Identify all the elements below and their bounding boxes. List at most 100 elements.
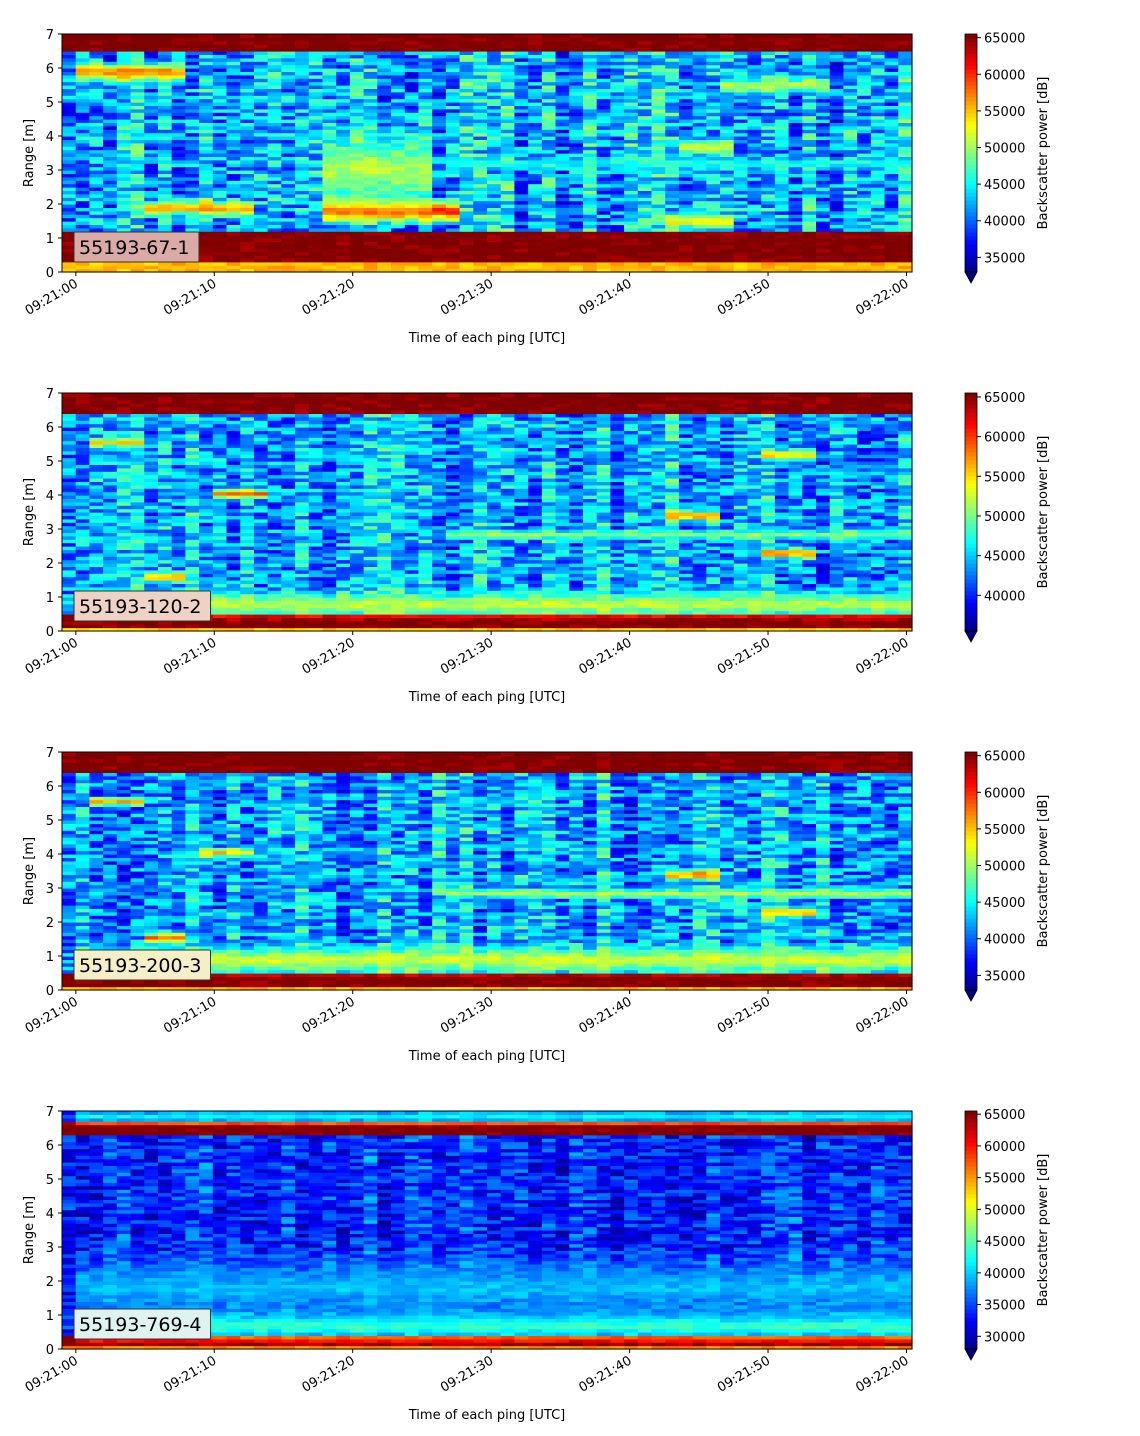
heatmap-cell: [199, 160, 213, 164]
heatmap-cell: [62, 420, 76, 424]
heatmap-cell: [473, 245, 487, 249]
heatmap-cell: [391, 211, 405, 215]
heatmap-cell: [432, 34, 446, 38]
colorbar-segment: [965, 82, 977, 87]
heatmap-cell: [734, 194, 748, 198]
heatmap-cell: [583, 245, 597, 249]
heatmap-cell: [843, 133, 857, 137]
heatmap-cell: [158, 201, 172, 205]
heatmap-cell: [405, 211, 419, 215]
heatmap-cell: [871, 184, 885, 188]
heatmap-cell: [350, 167, 364, 171]
heatmap-cell: [131, 201, 145, 205]
heatmap-cell: [816, 218, 830, 222]
heatmap-cell: [830, 150, 844, 154]
heatmap-cell: [185, 201, 199, 205]
heatmap-cell: [391, 133, 405, 137]
heatmap-cell: [528, 228, 542, 232]
heatmap-cell: [89, 133, 103, 137]
heatmap-cell: [158, 488, 172, 492]
station-label-box: 55193-67-1: [74, 232, 199, 262]
heatmap-cell: [144, 150, 158, 154]
heatmap-cell: [460, 167, 474, 171]
heatmap-cell: [720, 265, 734, 269]
heatmap-cell: [460, 252, 474, 256]
heatmap-cell: [62, 201, 76, 205]
heatmap-cell: [556, 245, 570, 249]
colorbar: 35000400004500050000550006000065000Backs…: [965, 32, 1051, 283]
heatmap-cell: [789, 194, 803, 198]
heatmap-cell: [761, 201, 775, 205]
colorbar-segment: [965, 66, 977, 71]
heatmap-cell: [62, 505, 76, 509]
heatmap-cell: [843, 177, 857, 181]
heatmap-cell: [336, 211, 350, 215]
heatmap-cell: [281, 167, 295, 171]
heatmap-cell: [268, 194, 282, 198]
heatmap-cell: [775, 177, 789, 181]
heatmap-cell: [501, 167, 515, 171]
heatmap-cell: [460, 177, 474, 181]
heatmap-cell: [747, 133, 761, 137]
heatmap-cell: [652, 167, 666, 171]
heatmap-cell: [89, 265, 103, 269]
heatmap-cell: [405, 167, 419, 171]
heatmap-cell: [446, 265, 460, 269]
heatmap-cell: [665, 133, 679, 137]
heatmap-cell: [501, 133, 515, 137]
heatmap-cell: [76, 403, 90, 407]
heatmap-cell: [227, 265, 241, 269]
heatmap-cell: [281, 228, 295, 232]
heatmap-cell: [62, 177, 76, 181]
heatmap-cell: [747, 228, 761, 232]
heatmap-cell: [185, 211, 199, 215]
heatmap-cell: [254, 252, 268, 256]
heatmap-cell: [89, 454, 103, 458]
heatmap-cell: [898, 177, 912, 181]
heatmap-cell: [268, 143, 282, 147]
heatmap-cell: [309, 143, 323, 147]
heatmap-cell: [158, 34, 172, 38]
heatmap-cell: [131, 218, 145, 222]
heatmap-cell: [254, 265, 268, 269]
heatmap-cell: [830, 143, 844, 147]
heatmap-cell: [843, 160, 857, 164]
heatmap-cell: [131, 194, 145, 198]
heatmap-cell: [569, 245, 583, 249]
heatmap-cell: [528, 143, 542, 147]
heatmap-cell: [679, 265, 693, 269]
heatmap-cell: [350, 143, 364, 147]
heatmap-cell: [199, 133, 213, 137]
heatmap-cell: [652, 245, 666, 249]
heatmap-cell: [775, 265, 789, 269]
heatmap-cell: [418, 143, 432, 147]
heatmap-cell: [528, 167, 542, 171]
heatmap-cell: [432, 265, 446, 269]
heatmap-cell: [268, 133, 282, 137]
heatmap-cell: [144, 265, 158, 269]
heatmap-cell: [281, 34, 295, 38]
heatmap-cell: [843, 245, 857, 249]
heatmap-cell: [898, 184, 912, 188]
colorbar-segment: [965, 34, 977, 39]
heatmap-cell: [857, 143, 871, 147]
heatmap-cell: [802, 167, 816, 171]
colorbar-segment: [965, 125, 977, 130]
y-tick-label: 6: [46, 62, 54, 77]
heatmap-cell: [254, 150, 268, 154]
heatmap-cell: [816, 228, 830, 232]
heatmap-cell: [391, 160, 405, 164]
colorbar-segment: [965, 54, 977, 59]
heatmap-cell: [460, 133, 474, 137]
heatmap-cell: [775, 34, 789, 38]
heatmap-cell: [432, 150, 446, 154]
heatmap-cell: [720, 211, 734, 215]
heatmap-cell: [542, 194, 556, 198]
heatmap-cell: [460, 201, 474, 205]
heatmap-cell: [610, 218, 624, 222]
heatmap-cell: [350, 211, 364, 215]
heatmap-cell: [898, 194, 912, 198]
heatmap-cell: [377, 194, 391, 198]
heatmap-cell: [62, 34, 76, 38]
